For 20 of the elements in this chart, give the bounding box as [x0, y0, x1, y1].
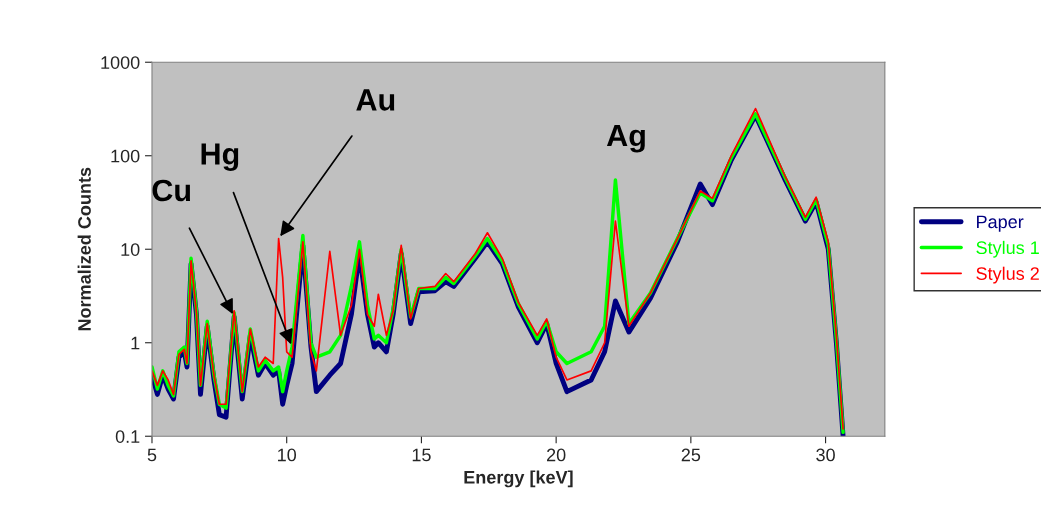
- x-tick-label: 15: [412, 448, 431, 462]
- legend-label: Stylus 1: [976, 240, 1039, 258]
- y-axis-title: Normalized Counts: [77, 167, 91, 331]
- x-tick-label: 5: [147, 448, 157, 462]
- annotation: Hg: [201, 143, 239, 171]
- y-tick-label: 10: [121, 243, 140, 256]
- annotation: Ag: [606, 125, 645, 153]
- y-tick-label: 1: [131, 336, 140, 350]
- legend-label: Paper: [977, 215, 1024, 232]
- x-tick-label: 20: [547, 448, 566, 462]
- x-tick-label: 25: [681, 448, 701, 462]
- y-tick-label: 100: [111, 149, 140, 163]
- x-tick-label: 30: [816, 448, 835, 462]
- y-tick-label: 0.1: [115, 430, 140, 443]
- x-axis-title: Energy [keV]: [464, 470, 573, 488]
- y-tick-label: 1000: [101, 56, 140, 69]
- annotation: Cu: [152, 179, 191, 202]
- annotation: Au: [356, 89, 395, 111]
- legend-label: Stylus 2: [976, 266, 1039, 284]
- x-tick-label: 10: [278, 448, 297, 462]
